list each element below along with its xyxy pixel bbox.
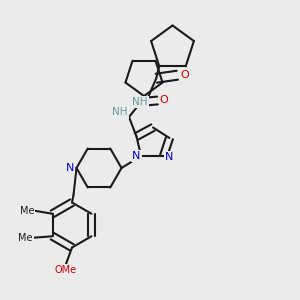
Text: N: N: [132, 151, 141, 161]
Text: N: N: [66, 163, 74, 173]
Text: Me: Me: [18, 233, 33, 243]
Text: NH: NH: [132, 97, 148, 107]
Text: OMe: OMe: [54, 265, 76, 275]
Text: O: O: [180, 70, 189, 80]
Text: NH: NH: [112, 107, 128, 118]
Text: N: N: [165, 152, 173, 163]
Text: Me: Me: [20, 206, 34, 216]
Text: O: O: [160, 95, 169, 106]
